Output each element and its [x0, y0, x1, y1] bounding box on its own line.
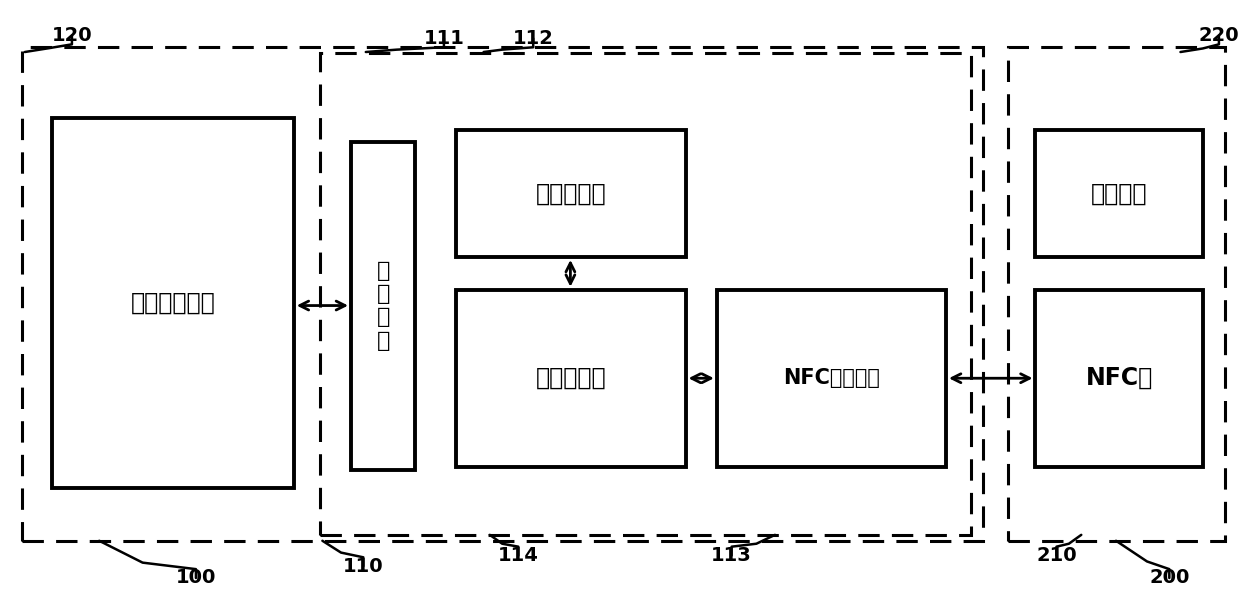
Bar	[52, 118, 294, 488]
Bar	[351, 142, 415, 470]
Bar	[717, 290, 946, 467]
Text: 数据处理器: 数据处理器	[536, 366, 606, 390]
Text: 112: 112	[513, 29, 553, 48]
Text: 220: 220	[1199, 26, 1239, 45]
Text: 210: 210	[1037, 546, 1076, 565]
Bar	[22, 47, 983, 541]
Text: 200: 200	[1149, 569, 1189, 587]
Bar	[1035, 290, 1203, 467]
Bar	[1035, 130, 1203, 257]
Bar	[456, 130, 686, 257]
Text: 设备功能单元: 设备功能单元	[130, 291, 216, 315]
Text: 机械接口: 机械接口	[1091, 181, 1147, 206]
Text: 114: 114	[498, 546, 538, 565]
Bar	[320, 53, 971, 535]
Text: 111: 111	[424, 29, 464, 48]
Text: NFC卡: NFC卡	[1085, 366, 1153, 390]
Text: 120: 120	[52, 26, 92, 45]
Text: NFC读取装置: NFC读取装置	[782, 368, 880, 388]
Bar	[1008, 47, 1225, 541]
Text: 100: 100	[176, 569, 216, 587]
Text: 110: 110	[343, 557, 383, 576]
Bar	[456, 290, 686, 467]
Text: 通
信
接
口: 通 信 接 口	[377, 261, 389, 350]
Text: 113: 113	[712, 546, 751, 565]
Text: 参数存储器: 参数存储器	[536, 181, 606, 206]
